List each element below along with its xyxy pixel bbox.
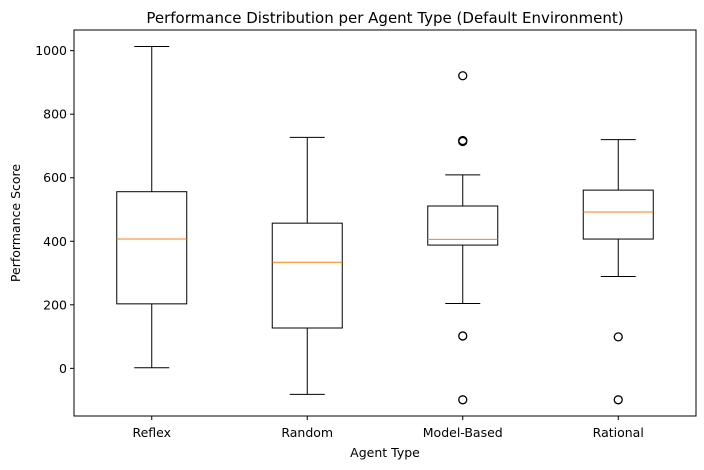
- x-tick-label: Rational: [593, 425, 644, 440]
- outlier-point: [458, 135, 468, 146]
- x-axis: Reflex Random Model-Based Rational: [132, 416, 644, 440]
- x-tick-label: Random: [281, 425, 333, 440]
- y-tick-label: 200: [43, 297, 67, 312]
- outlier-point: [458, 395, 468, 405]
- x-tick-label: Reflex: [132, 425, 171, 440]
- iqr-box: [116, 191, 188, 305]
- box-group-rational: [582, 139, 654, 405]
- box-group-random: [271, 136, 343, 395]
- plot-frame: [73, 29, 697, 417]
- box-group-model-based: [427, 71, 499, 405]
- iqr-box: [427, 205, 499, 246]
- outlier-point: [458, 331, 468, 341]
- iqr-box: [271, 222, 343, 329]
- y-tick-label: 0: [59, 361, 67, 376]
- y-tick-label: 800: [43, 107, 67, 122]
- y-axis: 0 200 400 600 800 1000: [35, 43, 74, 376]
- iqr-box: [582, 189, 654, 240]
- y-axis-label: Performance Score: [8, 164, 23, 283]
- outlier-point: [458, 71, 468, 81]
- chart-title: Performance Distribution per Agent Type …: [146, 9, 623, 27]
- plot-content: [116, 46, 654, 405]
- y-tick-label: 600: [43, 170, 67, 185]
- y-tick-label: 1000: [35, 43, 67, 58]
- outlier-point: [613, 395, 623, 405]
- box-group-reflex: [116, 46, 188, 369]
- x-axis-label: Agent Type: [350, 445, 420, 460]
- outlier-point: [613, 332, 623, 342]
- y-tick-label: 400: [43, 234, 67, 249]
- x-tick-label: Model-Based: [423, 425, 503, 440]
